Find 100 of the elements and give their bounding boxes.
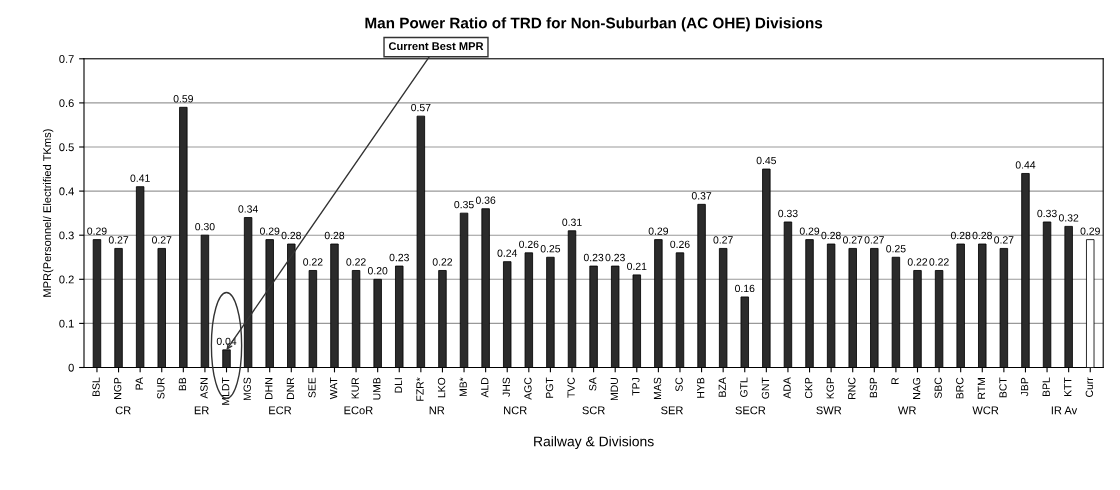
x-tick-label: JBP — [1020, 377, 1029, 397]
x-tick-label: TPJ — [632, 378, 640, 396]
annotation: Current Best MPR — [388, 42, 484, 51]
bar — [654, 239, 663, 368]
data-label: 0.22 — [303, 258, 323, 266]
x-tick-label: BZA — [718, 377, 726, 397]
bar — [913, 270, 922, 368]
x-tick-label: UMB — [373, 377, 381, 400]
bar — [416, 115, 426, 368]
x-tick-label: BSP — [869, 377, 878, 398]
x-tick-label: MB* — [459, 377, 467, 397]
x-tick-label: NGP — [113, 377, 122, 399]
data-label: 0.28 — [821, 231, 841, 240]
text: CR — [115, 406, 131, 415]
bar — [870, 248, 879, 368]
x-tick-label: KGP — [826, 377, 834, 399]
text: SECR — [735, 406, 766, 415]
bar — [718, 248, 728, 368]
x-tick-label: SEE — [308, 377, 316, 398]
x-tick-label: MDU — [610, 378, 618, 401]
bar — [956, 243, 965, 368]
bar — [373, 278, 382, 368]
bar — [308, 270, 318, 368]
y-tick-label: 0.3 — [59, 231, 74, 240]
x-tick-label: DLI — [394, 378, 402, 393]
bar — [610, 265, 620, 368]
text: ER — [194, 406, 209, 415]
x-tick-label: SC — [675, 377, 683, 392]
x-tick-label: SA — [589, 377, 597, 391]
data-label: 0.29 — [1080, 227, 1100, 235]
bar — [157, 248, 166, 368]
bar — [826, 243, 836, 368]
bar — [1064, 225, 1073, 368]
bar — [459, 212, 469, 368]
data-label: 0.27 — [842, 236, 863, 244]
data-label: 0.37 — [691, 192, 712, 200]
data-label: 0.27 — [994, 236, 1014, 244]
data-label: 0.29 — [259, 227, 280, 235]
data-label: 0.34 — [238, 205, 258, 213]
data-label: 0.26 — [670, 240, 690, 248]
bar — [934, 270, 944, 368]
x-tick-label: BRC — [956, 377, 964, 399]
text: NCR — [504, 406, 527, 415]
x-tick-label: AGC — [524, 377, 532, 400]
data-label: 0.27 — [864, 236, 884, 244]
data-label: 0.27 — [152, 236, 172, 244]
bar — [546, 256, 555, 368]
bar — [92, 239, 102, 368]
x-tick-label: LKO — [437, 377, 446, 398]
x-tick-label: ADA — [783, 377, 791, 399]
data-label: 0.27 — [108, 236, 129, 244]
x-tick-label: PGT — [545, 377, 554, 398]
x-tick-label: RTM — [977, 378, 985, 399]
data-label: 0.44 — [1015, 161, 1036, 169]
bar — [503, 261, 512, 368]
text: IR Av — [1051, 406, 1078, 415]
data-label: 0.21 — [627, 262, 647, 271]
y-tick-label: 0.2 — [59, 275, 74, 284]
x-tick-label: BPL — [1042, 377, 1050, 397]
y-tick-label: 0.7 — [59, 55, 74, 63]
data-label: 0.32 — [1058, 214, 1079, 222]
data-label: 0.23 — [389, 253, 409, 262]
bar — [805, 239, 814, 368]
data-label: 0.25 — [540, 245, 561, 253]
x-tick-label: RNC — [848, 377, 856, 399]
data-label: 0.30 — [195, 222, 215, 231]
text: SCR — [582, 406, 605, 415]
x-tick-label: KUR — [351, 377, 359, 399]
bar — [438, 270, 447, 368]
y-tick-label: 0 — [68, 363, 74, 372]
data-label: 0.22 — [929, 258, 949, 266]
bar — [740, 296, 749, 368]
bar — [351, 270, 361, 368]
x-tick-label: R — [891, 377, 899, 384]
text: SER — [661, 406, 683, 415]
data-label: 0.22 — [907, 258, 928, 266]
bar — [697, 203, 706, 368]
data-label: 0.27 — [713, 236, 733, 244]
chart-title: Man Power Ratio of TRD for Non-Suburban (AC OHE) Divisions — [365, 17, 823, 32]
x-tick-label: FZR* — [416, 377, 424, 401]
text: NR — [429, 406, 445, 415]
bar — [330, 243, 339, 368]
x-tick-label: WAT — [330, 377, 338, 400]
data-label: 0.35 — [454, 200, 474, 209]
bar — [891, 256, 901, 368]
x-tick-label: BSL — [92, 377, 100, 397]
bar — [524, 252, 534, 368]
data-label: 0.57 — [411, 103, 431, 112]
text: ECR — [269, 406, 292, 415]
data-label: 0.28 — [950, 231, 971, 240]
data-label: 0.29 — [648, 227, 669, 235]
bar — [481, 208, 490, 368]
data-label: 0.25 — [886, 245, 906, 253]
data-label: 0.45 — [756, 156, 777, 165]
data-label: 0.59 — [173, 95, 193, 103]
bar — [589, 265, 598, 368]
x-tick-label: MLDT — [222, 377, 230, 405]
x-tick-label: MGS — [243, 377, 251, 401]
data-label: 0.29 — [87, 227, 107, 235]
x-tick-label: HYB — [697, 377, 705, 398]
